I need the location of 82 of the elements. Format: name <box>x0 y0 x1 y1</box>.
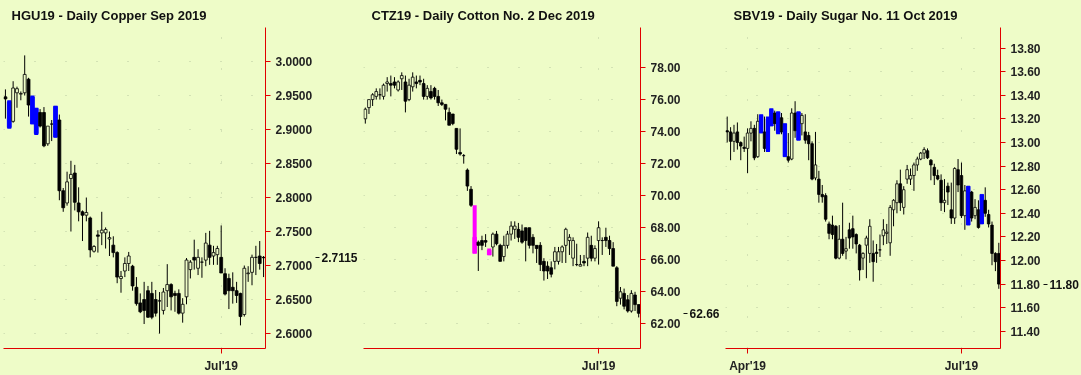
candlestick <box>840 202 845 257</box>
y-tick-label: 13.20 <box>1010 112 1041 127</box>
candlestick <box>261 255 266 278</box>
candlestick <box>107 231 112 257</box>
candlestick <box>227 273 231 310</box>
y-tick-label: 2.8500 <box>275 157 313 172</box>
y-tick-label: 72.00 <box>650 157 681 172</box>
y-tick-label: 70.00 <box>650 189 681 204</box>
y-tick-label: 2.7000 <box>275 259 313 274</box>
y-tick-label: 11.80 <box>1010 277 1041 292</box>
y-tick-label: 2.6000 <box>275 327 313 342</box>
y-tick-label: 2.6500 <box>275 293 313 308</box>
y-tick-label: 78.00 <box>650 61 681 76</box>
text: 2.7115 <box>321 251 358 266</box>
candlestick <box>476 240 481 272</box>
candlestick <box>851 215 855 250</box>
text: 11.80 <box>1049 277 1080 292</box>
y-tick-label: 12.40 <box>1010 206 1041 221</box>
y-tick-label: 64.00 <box>650 285 681 300</box>
candlestick <box>939 173 943 212</box>
candlestick <box>898 169 903 212</box>
y-tick-label: 2.9000 <box>275 123 313 138</box>
candlestick <box>211 245 216 266</box>
candlestick <box>585 232 590 267</box>
x-tick-label: Jul'19 <box>944 358 979 373</box>
candlestick <box>759 114 764 134</box>
y-tick-label: 11.60 <box>1010 301 1041 316</box>
candlestick <box>732 124 736 153</box>
candlestick <box>762 116 767 153</box>
y-tick-label: 12.60 <box>1010 183 1041 198</box>
x-tick-label: Jul'19 <box>581 358 616 373</box>
y-tick-label: 12.80 <box>1010 159 1041 174</box>
candlestick <box>403 75 408 113</box>
y-tick-label: 66.00 <box>650 253 681 268</box>
y-tick-label: 13.00 <box>1010 136 1041 151</box>
y-tick-label: 13.80 <box>1010 41 1041 56</box>
candlestick <box>622 288 626 310</box>
candlestick <box>491 232 495 258</box>
candlestick <box>142 281 146 325</box>
candlestick <box>429 84 433 101</box>
chart-title: CTZ19 - Daily Cotton No. 2 Dec 2019 <box>371 7 595 23</box>
y-tick-label: 2.8000 <box>275 191 313 206</box>
y-tick-label: 12.00 <box>1010 253 1041 268</box>
text: 62.66 <box>689 306 720 321</box>
y-tick-label: 76.00 <box>650 93 681 108</box>
y-tick-label: 3.0000 <box>275 55 313 69</box>
chart-title: HGU19 - Daily Copper Sep 2019 <box>11 7 207 23</box>
x-tick-label: Apr'19 <box>729 358 767 373</box>
candlestick <box>932 163 936 186</box>
candlestick <box>633 291 637 312</box>
candlestick <box>207 230 212 266</box>
candlestick <box>779 112 784 135</box>
candlestick <box>49 119 54 142</box>
candlestick <box>929 158 933 181</box>
x-tick-label: Jul'19 <box>204 358 239 373</box>
candlestick <box>230 271 235 305</box>
candlestick <box>564 227 568 264</box>
candlestick <box>180 297 185 324</box>
candlestick <box>942 178 947 213</box>
y-tick-label: 74.00 <box>650 125 681 140</box>
chart-title: SBV19 - Daily Sugar No. 11 Oct 2019 <box>733 7 958 23</box>
candlestick <box>905 164 909 185</box>
candlestick <box>3 88 8 120</box>
candlestick <box>157 291 162 335</box>
y-tick-label: 11.40 <box>1010 324 1041 339</box>
candlestick <box>69 160 73 233</box>
y-tick-label: 12.20 <box>1010 230 1041 245</box>
candlestick <box>53 105 58 138</box>
candlestick <box>502 235 506 262</box>
y-tick-label: 62.00 <box>650 317 681 332</box>
candlestick <box>192 239 197 271</box>
candlestick <box>776 111 781 135</box>
y-tick-label: 68.00 <box>650 221 681 236</box>
y-tick-label: 2.7500 <box>275 225 313 240</box>
candlestick <box>571 236 575 267</box>
candlestick <box>773 110 777 132</box>
candlestick <box>472 205 477 254</box>
y-tick-label: 13.40 <box>1010 88 1041 103</box>
y-tick-label: 2.9500 <box>275 89 313 104</box>
candlestick <box>480 235 484 251</box>
y-tick-label: 13.60 <box>1010 65 1041 80</box>
candlestick <box>454 127 459 155</box>
